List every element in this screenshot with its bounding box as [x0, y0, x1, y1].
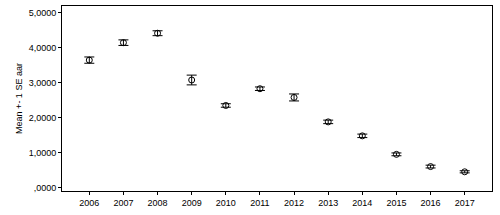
svg-text:2013: 2013: [318, 198, 338, 208]
svg-text:,0000: ,0000: [34, 183, 57, 193]
svg-text:3,0000: 3,0000: [29, 78, 57, 88]
svg-text:2007: 2007: [113, 198, 133, 208]
svg-text:2015: 2015: [386, 198, 406, 208]
svg-text:2,0000: 2,0000: [29, 113, 57, 123]
svg-text:2016: 2016: [421, 198, 441, 208]
svg-text:2010: 2010: [216, 198, 236, 208]
svg-text:2006: 2006: [79, 198, 99, 208]
svg-text:2009: 2009: [182, 198, 202, 208]
svg-text:5,0000: 5,0000: [29, 8, 57, 18]
svg-text:2008: 2008: [148, 198, 168, 208]
svg-text:1,0000: 1,0000: [29, 148, 57, 158]
svg-text:2011: 2011: [250, 198, 269, 208]
svg-text:2014: 2014: [352, 198, 372, 208]
svg-text:2012: 2012: [284, 198, 304, 208]
svg-text:4,0000: 4,0000: [29, 43, 57, 53]
svg-text:2017: 2017: [455, 198, 475, 208]
svg-text:Mean +- 1 SE aar: Mean +- 1 SE aar: [14, 63, 24, 134]
